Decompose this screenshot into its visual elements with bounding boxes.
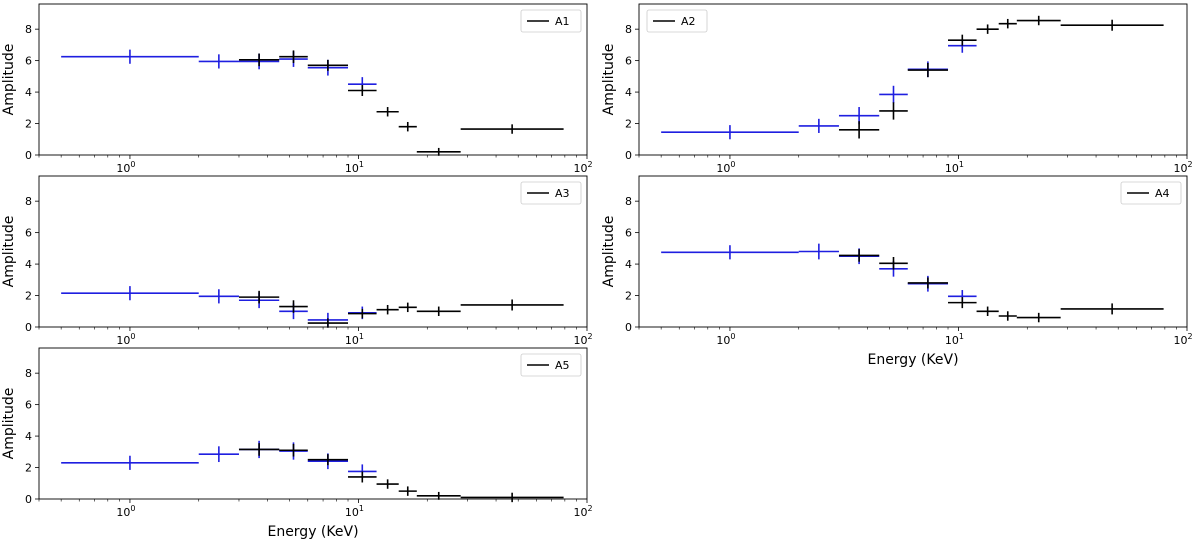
legend-box [1120, 181, 1182, 205]
y-tick-label: 6 [25, 55, 32, 68]
x-tick-label: 102 [1173, 160, 1192, 175]
y-tick-label: 8 [625, 195, 632, 208]
y-tick-label: 2 [25, 118, 32, 131]
y-tick-label: 4 [25, 86, 32, 99]
y-tick-label: 2 [25, 462, 32, 475]
y-tick-label: 2 [625, 290, 632, 303]
legend-label: A5 [555, 359, 570, 372]
y-axis-label: Amplitude [1, 388, 17, 460]
series-instrument_a [661, 243, 977, 303]
x-tick-label: 101 [945, 332, 964, 347]
series-instrument_a [61, 286, 377, 327]
legend-box [520, 9, 582, 33]
legend: A5 [520, 353, 582, 377]
series-instrument_a [61, 49, 377, 92]
x-tick-label: 101 [345, 160, 364, 175]
series-instrument_a [661, 38, 977, 140]
plot-frame [638, 3, 1188, 156]
x-tick-label: 101 [345, 332, 364, 347]
series-instrument_b [238, 290, 564, 328]
x-tick-label: 101 [945, 160, 964, 175]
y-axis-label: Amplitude [1, 216, 17, 288]
plot-frame [638, 175, 1188, 328]
y-tick-label: 0 [25, 493, 32, 506]
y-tick-label: 0 [625, 149, 632, 162]
series-instrument_b [238, 443, 564, 503]
legend: A3 [520, 181, 582, 205]
y-axis-label: Amplitude [601, 216, 617, 288]
y-tick-label: 6 [25, 227, 32, 240]
x-tick-label: 102 [573, 504, 592, 519]
y-tick-label: 6 [25, 399, 32, 412]
y-tick-label: 0 [25, 149, 32, 162]
legend-label: A4 [1155, 187, 1170, 200]
y-tick-label: 2 [25, 290, 32, 303]
y-tick-label: 0 [625, 321, 632, 334]
plot-frame [38, 3, 588, 156]
x-tick-label: 100 [716, 160, 735, 175]
y-tick-label: 6 [625, 227, 632, 240]
legend-label: A2 [681, 15, 696, 28]
x-axis-label: Energy (KeV) [267, 524, 358, 540]
x-tick-label: 102 [573, 332, 592, 347]
x-tick-label: 100 [116, 160, 135, 175]
panel-3: 0 2 4 6 8 100 101 102 Amplitude A3 [1, 175, 593, 347]
plot-frame [38, 175, 588, 328]
y-tick-label: 8 [25, 195, 32, 208]
x-tick-label: 100 [116, 332, 135, 347]
y-tick-label: 6 [625, 55, 632, 68]
y-axis-label: Amplitude [1, 44, 17, 116]
series-instrument_b [838, 249, 1164, 323]
x-tick-label: 102 [1173, 332, 1192, 347]
legend: A4 [1120, 181, 1182, 205]
y-tick-label: 8 [25, 23, 32, 36]
legend: A2 [646, 9, 708, 33]
y-tick-label: 8 [625, 23, 632, 36]
legend-box [520, 181, 582, 205]
x-tick-label: 100 [116, 504, 135, 519]
x-tick-label: 100 [716, 332, 735, 347]
x-axis-label: Energy (KeV) [867, 352, 958, 368]
x-tick-label: 102 [573, 160, 592, 175]
y-tick-label: 0 [25, 321, 32, 334]
y-tick-label: 4 [25, 430, 32, 443]
plot-frame [38, 347, 588, 500]
panel-2: 0 2 4 6 8 100 101 102 Amplitude A2 [601, 3, 1193, 175]
x-tick-label: 101 [345, 504, 364, 519]
legend: A1 [520, 9, 582, 33]
series-instrument_b [838, 15, 1164, 139]
y-tick-label: 8 [25, 367, 32, 380]
panel-5: 0 2 4 6 8 100 101 102 Amplitude Energy (KeV) A5 [1, 347, 593, 540]
panel-4: 0 2 4 6 8 100 101 102 Amplitude Energy (KeV) A4 [601, 175, 1193, 368]
y-tick-label: 4 [625, 258, 632, 271]
legend-box [520, 353, 582, 377]
legend-label: A1 [555, 15, 570, 28]
series-instrument_b [238, 50, 564, 156]
legend-label: A3 [555, 187, 570, 200]
panel-1: 0 2 4 6 8 100 101 102 Amplitude A1 [1, 3, 593, 175]
y-axis-label: Amplitude [601, 44, 617, 116]
legend-box [646, 9, 708, 33]
y-tick-label: 4 [25, 258, 32, 271]
y-tick-label: 2 [625, 118, 632, 131]
y-tick-label: 4 [625, 86, 632, 99]
